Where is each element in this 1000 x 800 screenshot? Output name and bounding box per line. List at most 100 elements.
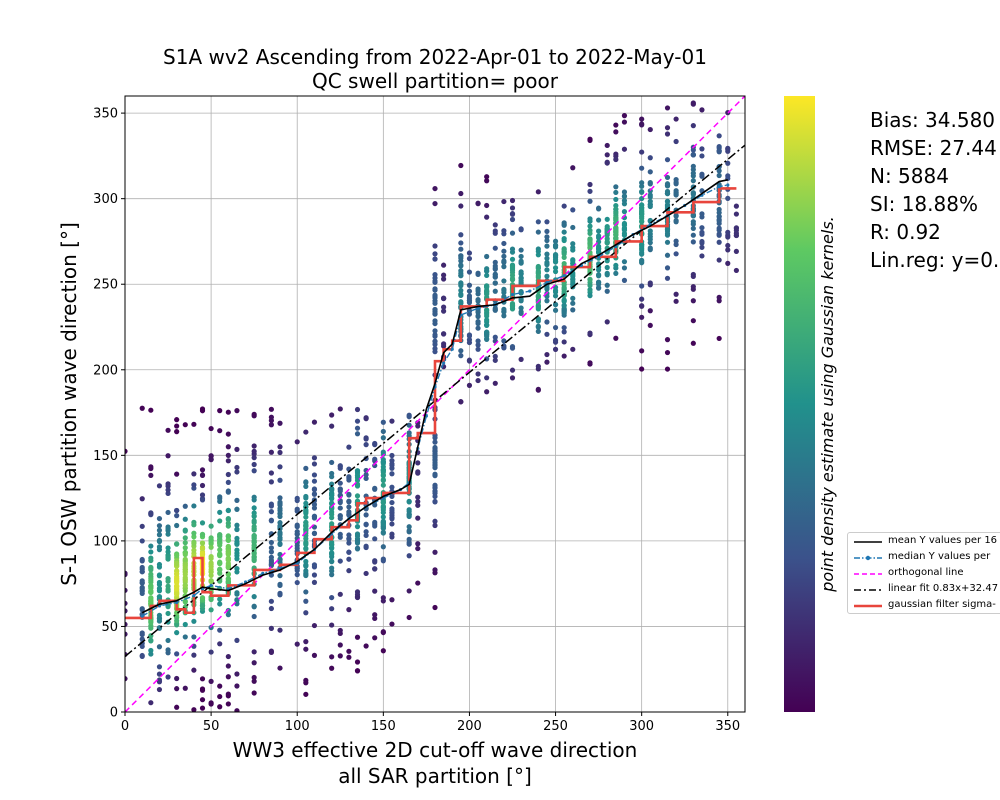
scatter-point [311, 419, 318, 425]
scatter-point [432, 338, 438, 344]
scatter-point [303, 568, 309, 574]
x-axis-label-line2: all SAR partition [°] [338, 764, 532, 788]
scatter-point [733, 211, 739, 217]
scatter-point [570, 224, 576, 231]
scatter-point [466, 339, 473, 346]
scatter-point [380, 428, 386, 435]
scatter-point [716, 257, 722, 263]
scatter-point [552, 252, 559, 258]
stat-linreg: Lin.reg: y=0. [870, 248, 1000, 272]
scatter-point [182, 545, 188, 551]
scatter-point [725, 260, 731, 266]
scatter-point [492, 228, 498, 234]
scatter-point [535, 268, 541, 274]
scatter-point [725, 173, 731, 179]
scatter-point [415, 580, 421, 586]
scatter-point [673, 181, 679, 187]
scatter-point [621, 113, 628, 119]
scatter-point [380, 505, 386, 511]
scatter-point [699, 107, 705, 113]
scatter-point [432, 435, 438, 441]
scatter-point [208, 701, 214, 707]
scatter-point [389, 493, 395, 500]
scatter-point [372, 523, 378, 529]
scatter-point [217, 627, 223, 633]
scatter-point [492, 357, 498, 363]
scatter-point [518, 247, 524, 253]
scatter-point [518, 279, 524, 286]
scatter-point [225, 556, 231, 562]
scatter-point [329, 559, 335, 565]
scatter-point [174, 575, 180, 581]
scatter-point [466, 282, 473, 288]
scatter-point [664, 131, 671, 137]
scatter-point [699, 211, 705, 217]
scatter-point [664, 202, 671, 208]
scatter-point [492, 259, 498, 265]
scatter-point [139, 652, 145, 659]
scatter-point [225, 551, 231, 557]
scatter-point [148, 464, 154, 470]
scatter-point [346, 549, 352, 555]
scatter-point [604, 264, 610, 271]
scatter-point [552, 268, 559, 275]
scatter-point [234, 547, 240, 553]
scatter-point [303, 572, 309, 579]
scatter-point [125, 676, 128, 682]
scatter-point [337, 558, 343, 564]
scatter-point [406, 499, 412, 505]
scatter-point [544, 243, 550, 249]
scatter-point [570, 165, 576, 171]
scatter-point [535, 265, 541, 271]
scatter-point [372, 615, 378, 622]
scatter-point [716, 239, 722, 245]
scatter-point [329, 511, 335, 517]
scatter-point [363, 472, 369, 478]
scatter-point [208, 578, 214, 584]
scatter-point [432, 485, 438, 491]
scatter-point [716, 218, 722, 224]
scatter-point [587, 198, 593, 204]
scatter-point [277, 556, 283, 562]
scatter-point [501, 278, 507, 284]
scatter-point [561, 309, 567, 315]
scatter-point [191, 530, 197, 536]
legend-label-gaussian: gaussian filter sigma- [888, 599, 996, 610]
scatter-point [690, 239, 696, 245]
scatter-point [544, 228, 550, 235]
scatter-point [596, 273, 602, 279]
scatter-point [268, 417, 274, 424]
scatter-point [509, 375, 516, 381]
scatter-point [225, 543, 231, 550]
scatter-point [406, 507, 412, 513]
scatter-point [174, 590, 180, 597]
scatter-point [484, 174, 490, 180]
scatter-point [415, 545, 421, 552]
scatter-point [294, 565, 300, 571]
scatter-point [199, 497, 206, 503]
scatter-point [406, 536, 412, 542]
scatter-point [337, 463, 343, 469]
scatter-point [139, 643, 145, 650]
scatter-point [664, 239, 671, 245]
scatter-point [156, 573, 163, 579]
scatter-point [217, 540, 223, 546]
scatter-point [699, 146, 705, 152]
scatter-point [647, 126, 653, 133]
scatter-point [613, 262, 619, 269]
scatter-point [329, 606, 335, 612]
scatter-point [199, 492, 206, 498]
stat-n: N: 5884 [870, 164, 949, 188]
scatter-point [587, 360, 593, 366]
scatter-point [234, 446, 240, 452]
scatter-point [639, 296, 645, 302]
scatter-point [389, 462, 395, 468]
scatter-point [329, 459, 335, 466]
scatter-point [621, 225, 628, 231]
scatter-point [380, 473, 386, 479]
scatter-point [294, 531, 300, 537]
scatter-point [294, 572, 300, 578]
scatter-point [294, 539, 300, 545]
scatter-point [380, 595, 386, 601]
scatter-point [475, 325, 481, 331]
